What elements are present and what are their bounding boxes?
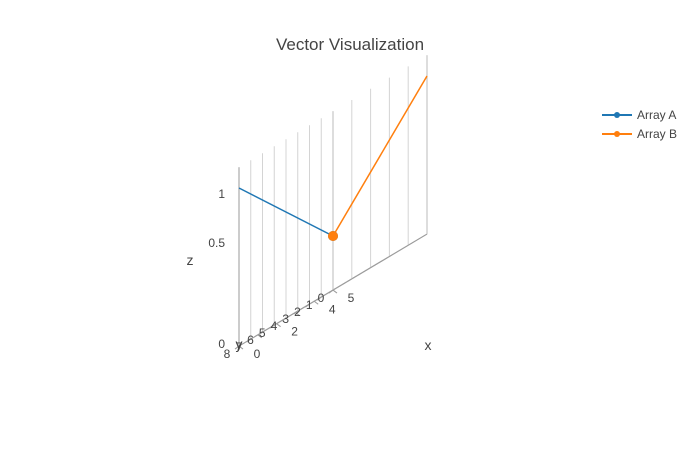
- y-tick-label: 8: [224, 347, 231, 361]
- series-line-array-a: [238, 187, 334, 237]
- x-axis-title: x: [425, 337, 432, 353]
- y-tick-mark: [258, 331, 263, 336]
- x-tick-mark: [257, 334, 263, 339]
- x-tick-label: 4: [329, 302, 336, 316]
- x-axis-line: [332, 233, 428, 291]
- z-tick-label: 0: [218, 337, 225, 351]
- legend-item-array-b[interactable]: Array B: [602, 127, 677, 141]
- chart-title: Vector Visualization: [276, 35, 424, 54]
- legend-marker-array-b: [614, 131, 620, 137]
- y-tick-label: 3: [282, 312, 289, 326]
- y-tick-mark: [305, 303, 310, 308]
- legend-item-array-a[interactable]: Array A: [602, 108, 676, 122]
- y-tick-mark: [316, 296, 322, 301]
- series-layer: [238, 75, 428, 241]
- y-tick-mark: [234, 345, 240, 350]
- legend[interactable]: Array A Array B: [602, 108, 677, 141]
- y-tick-label: 6: [247, 333, 254, 347]
- z-axis-title: z: [187, 252, 194, 268]
- z-tick-label: 1: [218, 187, 225, 201]
- y-axis-title: y: [236, 336, 243, 352]
- series-point-array-b: [328, 231, 338, 241]
- y-tick-mark: [246, 338, 252, 343]
- y-tick-label: 1: [306, 298, 313, 312]
- x-tick-label: 0: [254, 347, 261, 361]
- x-tick-mark: [238, 345, 244, 350]
- legend-label-array-a: Array A: [637, 108, 676, 122]
- y-tick-label: 2: [294, 305, 301, 319]
- y-tick-label: 0: [318, 291, 325, 305]
- y-tick-label: 7: [235, 340, 242, 354]
- x-tick-mark: [295, 312, 300, 316]
- x-tick-mark: [313, 300, 319, 305]
- x-tick-mark: [276, 323, 281, 328]
- x-tick-label: 5: [348, 291, 355, 305]
- legend-marker-array-a: [614, 112, 620, 118]
- y-tick-label: 4: [271, 319, 278, 333]
- series-line-array-b: [332, 75, 428, 237]
- axis-lines: [234, 55, 428, 350]
- y-tick-mark: [328, 289, 334, 294]
- x-tick-mark: [332, 289, 338, 294]
- y-tick-mark: [269, 324, 275, 329]
- y-tick-label: 5: [259, 326, 266, 340]
- z-tick-label: 0.5: [208, 236, 225, 250]
- legend-label-array-b: Array B: [637, 127, 677, 141]
- x-tick-label: 2: [291, 325, 298, 339]
- y-tick-mark: [281, 317, 287, 322]
